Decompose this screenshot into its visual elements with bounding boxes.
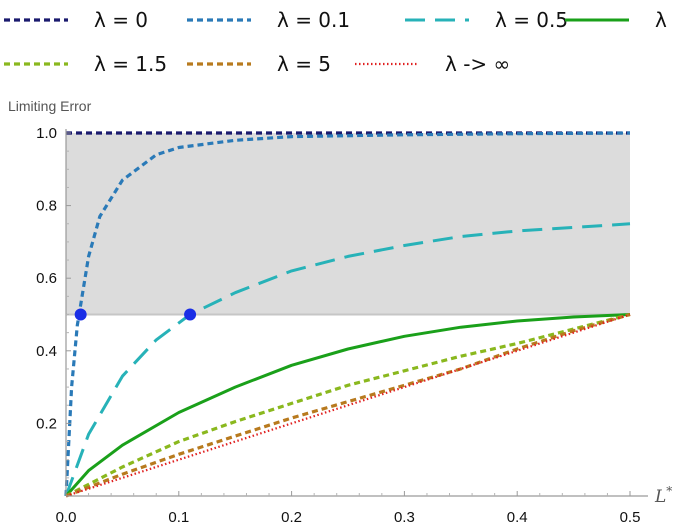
x-tick-label: 0.4 [507,509,528,526]
y-tick-label: 1.0 [36,125,57,142]
y-tick-labels: 0.2 0.4 0.6 0.8 1.0 [36,125,57,432]
y-tick-label: 0.8 [36,198,57,215]
legend: λ = 0 λ = 0.1 λ = 0.5 λ = 1 λ = 1.5 λ = 5 λ ->… [4,8,674,76]
x-tick-label: 0.1 [168,509,189,526]
legend-label: λ = 0.1 [277,8,350,32]
y-tick-label: 0.6 [36,270,57,287]
x-tick-label: 0.2 [281,509,302,526]
legend-label: λ = 5 [277,52,331,76]
plot-area [64,131,631,498]
legend-label: λ = 0.5 [495,8,568,32]
legend-label: λ -> ∞ [445,52,510,76]
x-tick-label: 0.0 [56,509,77,526]
series-line-2 [64,222,631,497]
legend-label: λ = 0 [94,8,148,32]
y-axis-label: Limiting Error [8,98,92,114]
series-line-4 [65,312,631,498]
data-point-marker-0 [74,308,87,321]
axes [65,129,648,497]
shaded-region [66,133,630,315]
data-point-marker-1 [184,308,197,321]
series-line-3 [64,313,631,497]
series-line-5 [65,312,631,498]
legend-label: λ = 1 [655,8,674,32]
x-tick-label: 0.3 [394,509,415,526]
x-tick-label: 0.5 [620,509,641,526]
x-tick-labels: 0.0 0.1 0.2 0.3 0.4 0.5 [56,509,641,526]
x-axis-label: L* [654,484,672,507]
legend-label: λ = 1.5 [94,52,167,76]
y-tick-label: 0.2 [36,415,57,432]
series-line-1 [64,131,631,497]
y-tick-label: 0.4 [36,343,57,360]
series-line-6 [65,313,631,498]
